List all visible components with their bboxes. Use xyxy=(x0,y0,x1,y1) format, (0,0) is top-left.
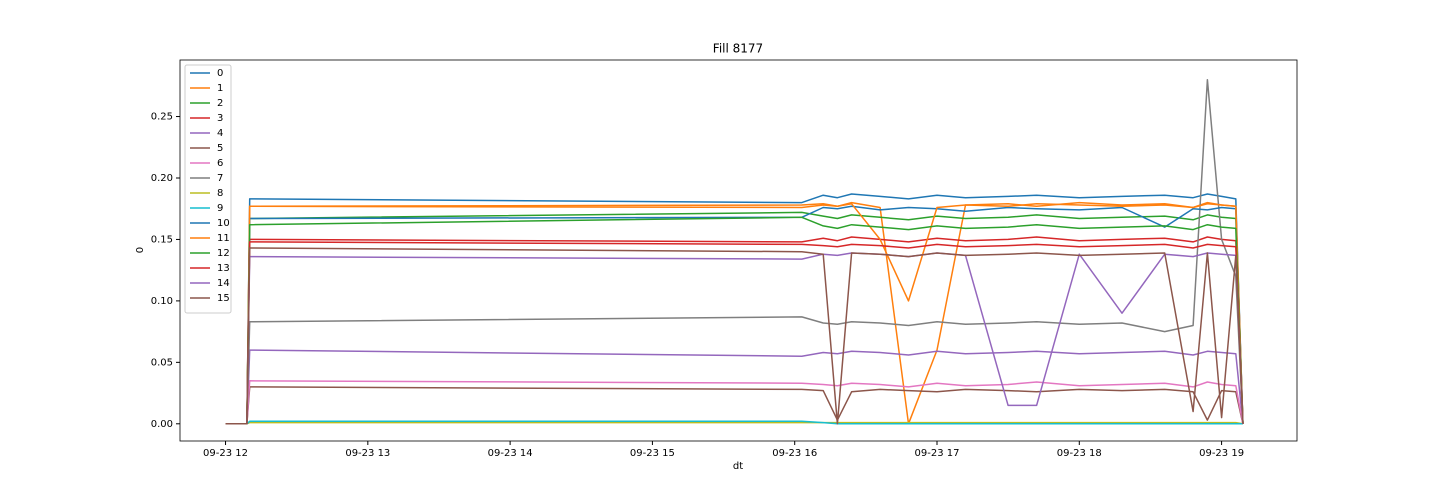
series-line xyxy=(225,241,1244,425)
legend-label: 2 xyxy=(217,98,223,109)
x-tick-label: 09-23 19 xyxy=(1199,448,1244,459)
legend-label: 6 xyxy=(217,158,223,169)
plot-frame xyxy=(179,59,1298,442)
series-line xyxy=(225,247,1244,425)
y-tick-label: 0.20 xyxy=(151,173,173,184)
legend-label: 1 xyxy=(217,83,223,94)
series-line xyxy=(225,380,1244,425)
x-tick-label: 09-23 17 xyxy=(915,448,960,459)
x-tick-label: 09-23 12 xyxy=(203,448,248,459)
legend-label: 13 xyxy=(217,263,230,274)
series-line xyxy=(225,193,1244,425)
legend-label: 8 xyxy=(217,188,223,199)
y-tick-label: 0.10 xyxy=(151,296,173,307)
series-line xyxy=(225,203,1244,425)
y-tick-label: 0.05 xyxy=(151,357,173,368)
x-tick-label: 09-23 14 xyxy=(488,448,533,459)
legend-label: 7 xyxy=(217,173,223,184)
series-line xyxy=(225,349,1244,425)
legend-label: 5 xyxy=(217,143,223,154)
legend-label: 15 xyxy=(217,293,230,304)
x-tick-label: 09-23 13 xyxy=(345,448,390,459)
y-tick-label: 0.15 xyxy=(151,234,173,245)
legend-label: 14 xyxy=(217,278,230,289)
y-tick-label: 0.00 xyxy=(151,419,173,430)
legend-label: 10 xyxy=(217,218,230,229)
legend-label: 4 xyxy=(217,128,223,139)
x-axis-label: dt xyxy=(733,461,743,472)
legend-label: 0 xyxy=(217,68,223,79)
series-line xyxy=(225,205,1244,425)
legend-label: 11 xyxy=(217,233,230,244)
series-line xyxy=(225,420,1243,425)
chart-title: Fill 8177 xyxy=(713,42,763,56)
series-line xyxy=(225,236,1244,425)
series-line xyxy=(225,216,1244,425)
legend-label: 9 xyxy=(217,203,223,214)
series-line xyxy=(225,78,1244,425)
x-tick-label: 09-23 15 xyxy=(630,448,675,459)
series-line xyxy=(225,386,1244,425)
legend-label: 3 xyxy=(217,113,223,124)
x-tick-label: 09-23 18 xyxy=(1057,448,1102,459)
legend-box xyxy=(184,64,232,314)
legend-label: 12 xyxy=(217,248,230,259)
series-line xyxy=(225,421,1244,425)
x-tick-label: 09-23 16 xyxy=(772,448,817,459)
y-tick-label: 0.25 xyxy=(151,112,173,123)
y-axis-label: 0 xyxy=(135,247,146,253)
